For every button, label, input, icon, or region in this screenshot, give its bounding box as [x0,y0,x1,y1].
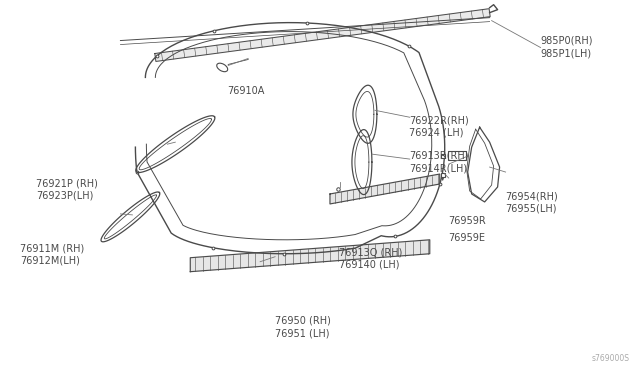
Text: s769000S: s769000S [591,355,629,363]
Text: 76922R(RH)
76924 (LH): 76922R(RH) 76924 (LH) [410,115,469,138]
Polygon shape [330,174,440,204]
Bar [448,151,466,160]
Text: 76913R(RH)
76914R(LH): 76913R(RH) 76914R(LH) [410,151,469,173]
Text: 76911M (RH)
76912M(LH): 76911M (RH) 76912M(LH) [20,243,84,266]
Text: 76913Q (RH)
769140 (LH): 76913Q (RH) 769140 (LH) [339,247,403,269]
Text: 76959R: 76959R [448,216,486,226]
Text: 76921P (RH)
76923P(LH): 76921P (RH) 76923P(LH) [36,179,98,201]
Text: 76950 (RH)
76951 (LH): 76950 (RH) 76951 (LH) [275,315,331,338]
Text: 76959E: 76959E [448,233,484,243]
Text: 76910A: 76910A [227,87,265,96]
FancyArrow shape [441,175,444,180]
Text: 985P0(RH)
985P1(LH): 985P0(RH) 985P1(LH) [540,36,593,58]
Ellipse shape [217,63,228,72]
Polygon shape [155,9,490,61]
Polygon shape [190,240,430,272]
Text: 76954(RH)
76955(LH): 76954(RH) 76955(LH) [505,192,558,214]
